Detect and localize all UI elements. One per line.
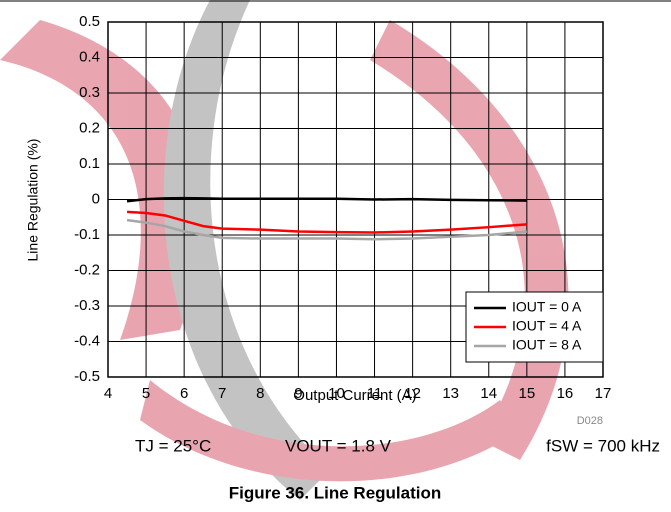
legend-label: IOUT = 8 A bbox=[512, 337, 582, 353]
x-tick-label: 11 bbox=[367, 385, 383, 402]
x-tick-label: 17 bbox=[595, 385, 612, 402]
y-tick-label: 0.4 bbox=[79, 48, 100, 65]
y-tick-label: -0.5 bbox=[74, 368, 100, 385]
y-tick-label: 0 bbox=[92, 190, 100, 207]
y-tick-label: -0.1 bbox=[74, 226, 100, 243]
x-tick-label: 14 bbox=[480, 385, 497, 402]
legend-label: IOUT = 0 A bbox=[512, 299, 582, 315]
y-tick-label: -0.2 bbox=[74, 261, 100, 278]
legend-label: IOUT = 4 A bbox=[512, 318, 582, 334]
x-axis-label: Output Current (A) bbox=[293, 387, 416, 404]
y-tick-label: 0.1 bbox=[79, 155, 100, 172]
chart-title: Figure 36. Line Regulation bbox=[229, 483, 442, 502]
condition: TJ = 25°C bbox=[135, 436, 211, 455]
x-tick-label: 10 bbox=[328, 385, 345, 402]
condition: fSW = 700 kHz bbox=[546, 436, 660, 455]
y-tick-label: -0.4 bbox=[74, 332, 100, 349]
x-tick-label: 13 bbox=[442, 385, 459, 402]
x-tick-label: 7 bbox=[218, 385, 226, 402]
figure-code: D028 bbox=[577, 415, 603, 427]
condition: VOUT = 1.8 V bbox=[285, 436, 392, 455]
series-line bbox=[126, 196, 527, 203]
x-tick-label: 5 bbox=[142, 385, 150, 402]
x-tick-label: 16 bbox=[557, 385, 574, 402]
x-tick-label: 9 bbox=[294, 385, 302, 402]
x-tick-label: 15 bbox=[519, 385, 536, 402]
x-tick-label: 6 bbox=[180, 385, 188, 402]
watermark bbox=[0, 0, 569, 500]
y-tick-label: -0.3 bbox=[74, 297, 100, 314]
y-tick-label: 0.5 bbox=[79, 13, 100, 30]
series-line bbox=[126, 210, 527, 234]
x-tick-label: 4 bbox=[104, 385, 112, 402]
y-tick-label: 0.3 bbox=[79, 84, 100, 101]
y-tick-label: 0.2 bbox=[79, 119, 100, 136]
series-line bbox=[126, 218, 527, 241]
y-axis-label: Line Regulation (%) bbox=[25, 139, 41, 262]
x-tick-label: 8 bbox=[256, 385, 264, 402]
x-tick-label: 12 bbox=[404, 385, 421, 402]
